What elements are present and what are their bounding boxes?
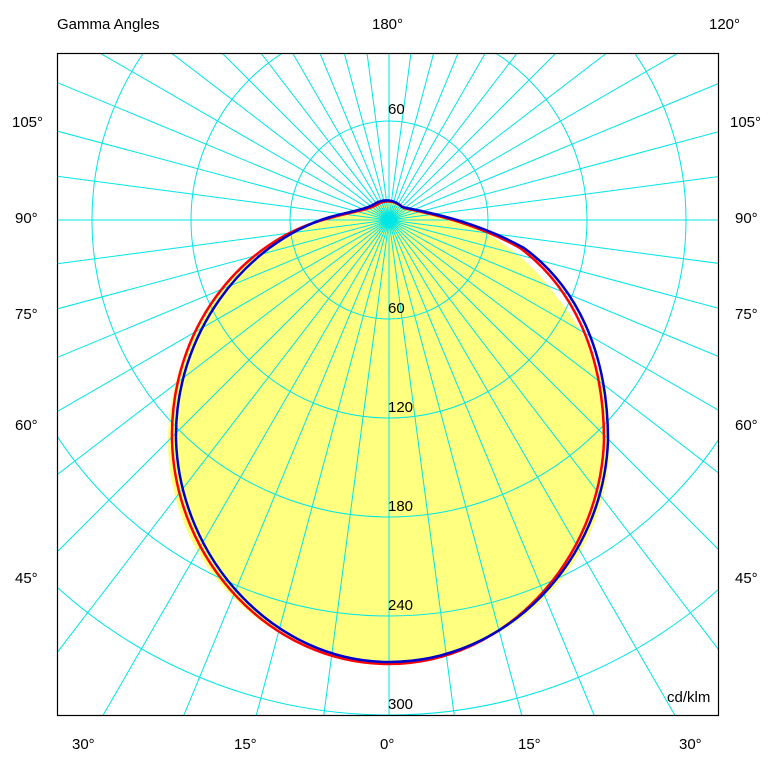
angle-label-bottom-30-right: 30° [679,736,702,753]
angle-label-top-180: 180° [372,16,404,33]
angle-label-right-75: 75° [735,306,758,323]
angle-label-bottom-0: 0° [380,736,395,753]
chart-title: Gamma Angles [57,16,160,33]
unit-label: cd/klm [667,689,711,706]
angle-label-right-105: 105° [730,114,762,131]
angle-label-right-90: 90° [735,210,758,227]
ring-label-60-top: 60 [388,101,405,118]
ring-label-300: 300 [388,696,414,713]
angle-label-left-75: 75° [15,306,38,323]
angle-label-bottom-15-right: 15° [518,736,541,753]
angle-label-left-90: 90° [15,210,38,227]
angle-label-right-45: 45° [735,570,758,587]
angle-label-bottom-15-left: 15° [234,736,257,753]
angle-label-bottom-30-left: 30° [72,736,95,753]
plot-border [56,52,720,717]
angle-label-left-45: 45° [15,570,38,587]
curve-c90-c270 [174,199,610,664]
angle-label-left-105: 105° [12,114,44,131]
angle-label-top-120: 120° [709,16,741,33]
angle-label-left-60: 60° [15,417,38,434]
center-marker [381,212,397,228]
angle-label-right-60: 60° [735,417,758,434]
ring-label-60: 60 [388,300,405,317]
ring-label-120: 120 [388,399,414,416]
ring-label-240: 240 [388,597,414,614]
ring-label-180: 180 [388,498,414,515]
